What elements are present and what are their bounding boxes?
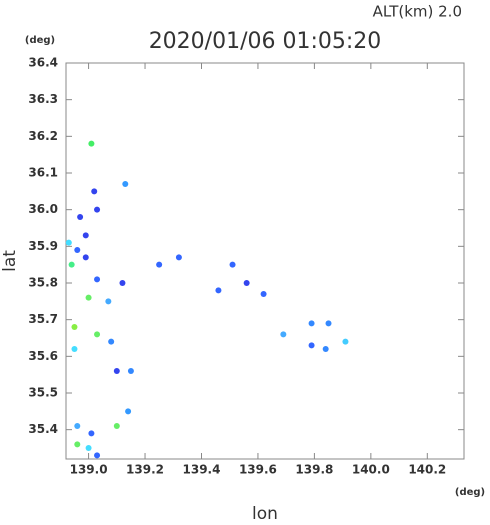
y-tick-label: 35.7 (28, 312, 58, 326)
echo-point (127, 368, 134, 374)
plot-frame (65, 62, 465, 460)
echo-point (65, 239, 72, 246)
x-tick-label: 139.2 (126, 463, 164, 477)
y-tick-label: 35.6 (28, 349, 58, 363)
y-tick-label: 36.0 (28, 202, 58, 216)
echo-point (342, 338, 349, 345)
y-tick-label: 35.9 (28, 239, 58, 253)
echo-point (308, 342, 315, 349)
echo-point (88, 140, 95, 147)
echo-point (280, 331, 287, 338)
echo-point (94, 331, 101, 338)
x-unit: (deg) (455, 487, 485, 498)
echo-point (113, 423, 120, 429)
x-axis-label: lon (252, 504, 278, 521)
echo-point (74, 247, 81, 253)
echo-point (156, 261, 163, 268)
echo-point (74, 423, 81, 429)
y-tick-label: 35.5 (28, 386, 58, 400)
y-tick-label: 36.2 (28, 129, 58, 143)
echo-point (85, 445, 92, 451)
echo-point (74, 441, 81, 448)
echo-point (322, 346, 329, 352)
echo-point (94, 452, 101, 459)
y-tick-label: 36.3 (28, 92, 58, 106)
echo-point (260, 291, 267, 297)
echo-point (108, 338, 115, 345)
echo-point (68, 261, 75, 268)
y-tick-label: 36.4 (28, 56, 58, 70)
echo-point (243, 280, 250, 286)
echo-point (113, 368, 120, 374)
echo-point (175, 254, 182, 261)
y-tick-label: 35.4 (28, 422, 58, 436)
echo-point (325, 320, 332, 327)
y-axis-label: lat (0, 250, 20, 272)
y-unit: (deg) (25, 35, 55, 46)
echo-point (82, 232, 89, 239)
y-tick-label: 35.8 (28, 276, 58, 290)
echo-point (229, 261, 236, 268)
echo-point (94, 276, 101, 283)
echo-point (122, 181, 129, 187)
x-tick-label: 140.2 (408, 463, 446, 477)
chart-title: 2020/01/06 01:05:20 (149, 29, 382, 54)
echo-point (105, 298, 112, 305)
annotation: ALT(km) 2.0 (373, 3, 462, 21)
x-tick-label: 140.0 (352, 463, 390, 477)
echo-point (94, 206, 101, 213)
echo-point (71, 324, 78, 330)
y-tick-label: 36.1 (28, 166, 58, 180)
echo-point (91, 188, 98, 195)
echo-point (119, 280, 126, 286)
echo-point (85, 294, 92, 301)
echo-point (308, 320, 315, 327)
echo-point (125, 408, 132, 415)
echo-point (82, 254, 89, 261)
echo-point (71, 346, 78, 352)
x-tick-label: 139.4 (183, 463, 221, 477)
echo-point (88, 430, 95, 437)
x-tick-label: 139.6 (239, 463, 277, 477)
echo-point (215, 287, 222, 294)
echo-point (77, 214, 84, 220)
x-tick-label: 139.0 (70, 463, 108, 477)
x-tick-label: 139.8 (295, 463, 333, 477)
